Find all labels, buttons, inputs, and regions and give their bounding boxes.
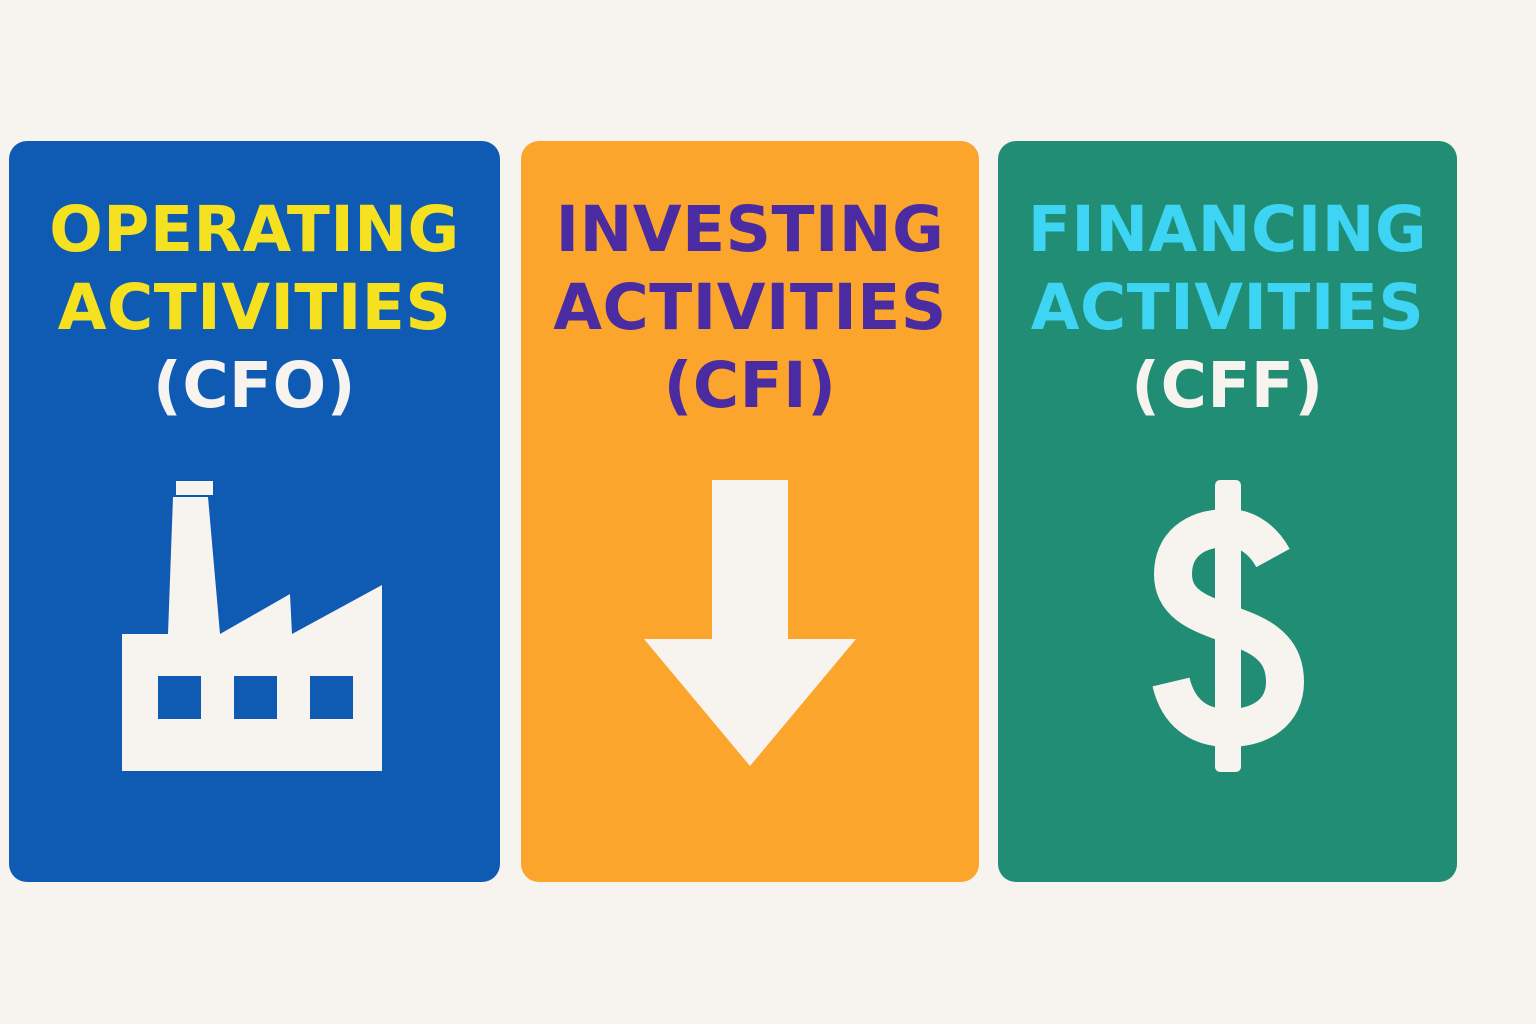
- card-title-line-2: ACTIVITIES: [553, 271, 947, 344]
- operating-activities-card: OPERATING ACTIVITIES (CFO): [9, 141, 500, 882]
- card-title: INVESTING ACTIVITIES (CFI): [521, 191, 979, 425]
- investing-activities-card: INVESTING ACTIVITIES (CFI): [521, 141, 979, 882]
- card-abbreviation: (CFO): [153, 349, 356, 422]
- card-title: FINANCING ACTIVITIES (CFF): [998, 191, 1457, 425]
- card-title-line-1: INVESTING: [555, 193, 945, 266]
- card-abbreviation: (CFI): [663, 349, 837, 422]
- card-title-line-2: ACTIVITIES: [1030, 271, 1425, 344]
- card-title-line-1: FINANCING: [1027, 193, 1428, 266]
- card-title-line-2: ACTIVITIES: [57, 271, 452, 344]
- arrow-down-icon: [644, 480, 856, 766]
- factory-icon: [121, 481, 382, 771]
- dollar-sign-icon: [1151, 480, 1304, 772]
- card-title-line-1: OPERATING: [49, 193, 460, 266]
- card-abbreviation: (CFF): [1131, 349, 1324, 422]
- financing-activities-card: FINANCING ACTIVITIES (CFF): [998, 141, 1457, 882]
- card-title: OPERATING ACTIVITIES (CFO): [9, 191, 500, 425]
